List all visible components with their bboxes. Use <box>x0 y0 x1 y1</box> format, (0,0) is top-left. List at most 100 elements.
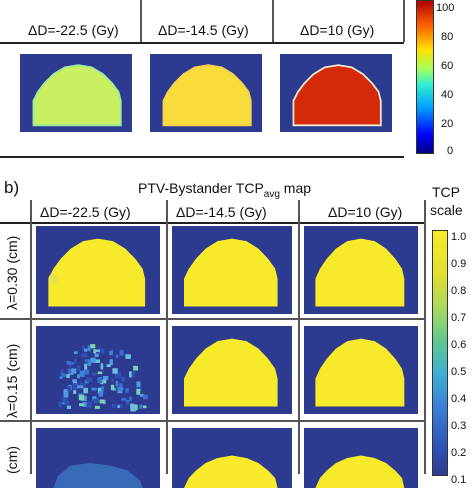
panel-a-tick-60: 60 <box>441 60 453 72</box>
speckle-cell <box>106 364 110 367</box>
panel-a-tick-100: 100 <box>436 2 454 14</box>
speckle-cell <box>136 389 140 395</box>
panel-b-map-r1-c3-shape <box>304 226 418 314</box>
panel-b-map-r3-c3-shape <box>304 428 418 488</box>
speckle-cell <box>139 405 142 409</box>
speckle-cell <box>116 381 119 387</box>
speckle-cell <box>79 395 84 401</box>
speckle-cell <box>126 402 129 406</box>
speckle-cell <box>95 406 100 409</box>
panel-b-title-suffix: map <box>280 180 311 196</box>
speckle-cell <box>103 376 108 380</box>
panel-b-header-2: ΔD=-14.5 (Gy) <box>176 204 267 220</box>
panel-b-tick-0-5: 0.5 <box>451 366 466 378</box>
speckle-cell <box>90 358 95 363</box>
panel-a-header-2: ΔD=-14.5 (Gy) <box>158 22 249 38</box>
speckle-cell <box>67 386 71 392</box>
speckle-cell <box>116 355 119 358</box>
panel-a-map-3-blob <box>293 65 380 125</box>
panel-b-row-label-3: (cm) <box>4 446 20 474</box>
panel-b-map-r2-c1-speckle <box>58 344 147 411</box>
speckle-cell <box>74 359 77 363</box>
panel-a-map-2-shape <box>150 54 262 132</box>
speckle-cell <box>83 388 88 394</box>
speckle-cell <box>98 391 103 396</box>
panel-b-map-r1-c3 <box>304 226 418 314</box>
speckle-cell <box>72 379 77 382</box>
panel-a-map-2-blob <box>163 65 250 125</box>
panel-b-row-label-2: λ=0.15 (cm) <box>4 344 20 418</box>
panel-b-map-r1-c2-blob <box>184 239 278 307</box>
panel-b-tick-0-9: 0.9 <box>451 258 466 270</box>
speckle-cell <box>77 365 80 370</box>
panel-b-colorbar <box>432 230 448 476</box>
speckle-cell <box>109 351 113 355</box>
speckle-cell <box>95 353 99 357</box>
speckle-cell <box>92 373 98 376</box>
panel-b-scale-label-1: TCP <box>432 184 460 200</box>
speckle-cell <box>67 361 71 365</box>
speckle-cell <box>66 374 69 378</box>
panel-a-map-3 <box>280 54 392 132</box>
speckle-cell <box>68 369 71 374</box>
panel-b-map-r1-c2-shape <box>172 226 292 314</box>
panel-a-header-3: ΔD=10 (Gy) <box>300 22 374 38</box>
panel-b-header-1: ΔD=-22.5 (Gy) <box>40 204 131 220</box>
speckle-cell <box>86 378 92 383</box>
panel-b-map-r3-c2-blob <box>184 456 278 488</box>
panel-b-map-r1-c2 <box>172 226 292 314</box>
speckle-cell <box>143 405 146 408</box>
panel-b-map-r2-c2 <box>172 326 292 414</box>
speckle-cell <box>101 363 104 369</box>
panel-a-header-rule <box>0 42 404 44</box>
panel-b-tick-0-8: 0.8 <box>451 285 466 297</box>
panel-a-header-1: ΔD=-22.5 (Gy) <box>28 22 119 38</box>
speckle-cell <box>112 368 117 373</box>
speckle-cell <box>121 377 125 382</box>
panel-b-row-rule-1 <box>0 318 424 320</box>
speckle-cell <box>129 397 132 401</box>
speckle-cell <box>86 402 91 408</box>
panel-b-header-3: ΔD=10 (Gy) <box>328 204 402 220</box>
panel-b-map-r3-c2 <box>172 428 292 488</box>
panel-b-row-label-1: λ=0.30 (cm) <box>4 236 20 310</box>
panel-a-map-2 <box>150 54 262 132</box>
panel-b-tick-0-1: 0.1 <box>451 474 466 486</box>
speckle-cell <box>84 364 87 370</box>
panel-b-map-r2-c1-shape <box>36 326 160 414</box>
panel-b-tick-1-0: 1.0 <box>451 231 466 243</box>
panel-a-map-1-shape <box>20 54 132 132</box>
speckle-cell <box>83 383 86 387</box>
panel-a-bottom-rule <box>0 156 404 158</box>
panel-b-header-rule <box>0 222 424 224</box>
panel-a-tick-20: 20 <box>441 118 453 130</box>
speckle-cell <box>143 395 148 400</box>
speckle-cell <box>117 387 123 391</box>
speckle-cell <box>79 403 84 406</box>
panel-b-divider-2 <box>298 200 300 474</box>
panel-b-title-prefix: PTV-Bystander TCP <box>138 180 264 196</box>
panel-b-divider-1 <box>166 200 168 474</box>
speckle-cell <box>111 378 114 382</box>
speckle-cell <box>112 404 116 408</box>
speckle-cell <box>98 372 102 375</box>
speckle-cell <box>121 398 126 401</box>
speckle-cell <box>85 359 88 362</box>
panel-b-map-r3-c3-blob <box>315 456 404 488</box>
panel-b-title: PTV-Bystander TCPavg map <box>138 180 311 200</box>
panel-b-map-r2-c3-shape <box>304 326 418 414</box>
panel-b-map-r3-c1 <box>36 428 160 488</box>
speckle-cell <box>80 371 85 377</box>
panel-b-divider-3 <box>424 200 426 474</box>
panel-b-tick-0-6: 0.6 <box>451 339 466 351</box>
speckle-cell <box>96 349 100 352</box>
speckle-cell <box>130 404 134 408</box>
panel-a-divider-1 <box>140 0 142 42</box>
panel-a-divider-2 <box>272 0 274 42</box>
panel-a-divider-3 <box>403 0 405 42</box>
panel-b-tick-0-2: 0.2 <box>451 447 466 459</box>
speckle-cell <box>88 346 91 351</box>
speckle-cell <box>74 351 78 354</box>
speckle-cell <box>58 402 61 408</box>
panel-b-map-r3-c1-shape <box>36 428 160 488</box>
